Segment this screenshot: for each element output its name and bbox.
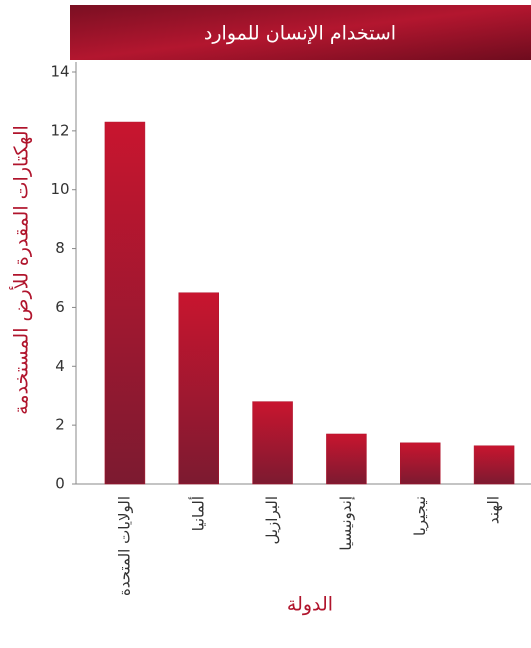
x-tick-label: الولايات المتحدة (115, 496, 133, 596)
x-tick-label: الهند (485, 496, 503, 524)
bar (104, 121, 146, 485)
y-tick-label: 6 (55, 298, 65, 316)
y-tick-label: 4 (55, 357, 65, 375)
title-banner (70, 5, 531, 60)
y-tick-label: 2 (55, 416, 65, 434)
y-tick-label: 14 (50, 63, 69, 81)
x-tick-label: ألمانيا (188, 496, 207, 531)
bar (400, 442, 441, 485)
y-axis-label: الهكتارات المقدرة للأرض المستخدمة (10, 125, 33, 415)
bar (326, 433, 367, 485)
y-tick-label: 12 (50, 121, 69, 139)
y-tick-label: 10 (50, 180, 69, 198)
bar (473, 445, 515, 485)
y-tick-label: 0 (55, 475, 65, 493)
y-tick-label: 8 (55, 239, 65, 257)
x-tick-label: نيجيريا (411, 496, 429, 536)
chart-title: استخدام الإنسان للموارد (204, 23, 396, 45)
x-tick-label: إندونيسيا (337, 496, 355, 551)
bar (178, 292, 219, 485)
x-axis-label: الدولة (287, 594, 333, 616)
bar (252, 401, 293, 485)
x-tick-label: البرازيل (263, 496, 281, 545)
